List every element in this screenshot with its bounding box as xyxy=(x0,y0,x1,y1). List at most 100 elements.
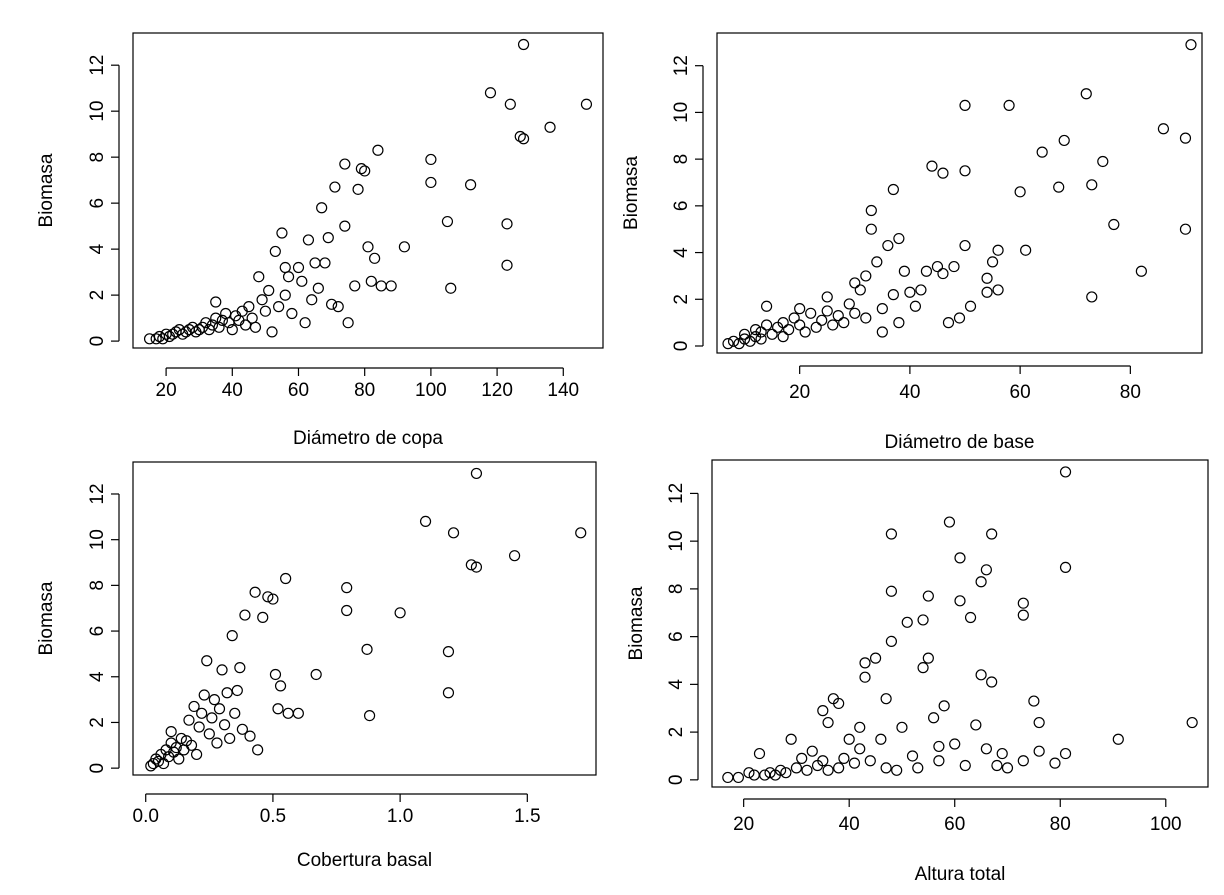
data-point xyxy=(252,744,264,756)
scatter-panel-2: 0 2 4 6 8 10 12 20 40 60 80 Diámetro de base Biomasa xyxy=(621,32,1203,453)
data-point xyxy=(206,712,218,724)
x-tick-label: 40 xyxy=(899,382,920,403)
data-point xyxy=(854,743,866,755)
data-point xyxy=(355,163,367,175)
data-point xyxy=(1033,716,1045,729)
data-point xyxy=(580,98,593,110)
data-point xyxy=(909,300,922,312)
data-point xyxy=(309,257,321,269)
y-tick-label: 4 xyxy=(87,243,108,254)
data-point xyxy=(896,721,908,733)
data-point xyxy=(885,585,898,597)
data-point xyxy=(190,748,203,761)
data-point xyxy=(794,319,806,331)
y-tick-label: 0 xyxy=(666,775,687,786)
data-point xyxy=(359,165,371,177)
data-point xyxy=(198,689,210,701)
data-point xyxy=(790,762,803,774)
data-point xyxy=(915,284,927,296)
data-point xyxy=(859,657,871,669)
data-point xyxy=(980,743,992,755)
data-point xyxy=(893,232,905,245)
data-point xyxy=(777,331,789,343)
data-point xyxy=(806,745,818,757)
data-point xyxy=(764,767,776,779)
data-point xyxy=(864,755,876,767)
data-point xyxy=(385,280,397,292)
x-tick-label: 1.0 xyxy=(387,806,413,827)
x-tick-label: 20 xyxy=(789,382,810,403)
data-point xyxy=(753,747,766,760)
data-point xyxy=(1020,244,1032,256)
data-point xyxy=(917,662,929,674)
data-point xyxy=(306,294,318,306)
data-point xyxy=(933,755,945,767)
data-point xyxy=(788,312,800,324)
data-point xyxy=(153,330,166,343)
data-point xyxy=(738,328,751,340)
data-point xyxy=(249,321,262,333)
data-point xyxy=(267,593,279,605)
y-tick-label: 10 xyxy=(87,529,108,550)
data-point xyxy=(843,298,855,310)
data-point xyxy=(484,87,497,99)
data-point xyxy=(882,239,894,252)
data-point xyxy=(860,270,872,282)
data-point xyxy=(981,272,993,284)
data-point xyxy=(1108,218,1120,231)
data-point xyxy=(465,179,477,191)
y-tick-label: 8 xyxy=(671,154,692,165)
data-point xyxy=(299,317,311,329)
plot-frame xyxy=(711,459,1209,788)
data-point xyxy=(986,256,999,268)
data-point xyxy=(1097,155,1109,168)
data-point xyxy=(145,760,157,772)
data-point xyxy=(992,244,1004,256)
data-point xyxy=(349,280,361,292)
y-tick-label: 10 xyxy=(671,102,692,123)
data-point xyxy=(279,289,291,301)
data-point xyxy=(838,752,850,764)
data-point xyxy=(193,721,205,733)
data-point xyxy=(755,326,767,338)
data-point xyxy=(419,515,432,528)
data-point xyxy=(848,757,861,769)
x-tick-label: 140 xyxy=(547,380,579,401)
data-point xyxy=(341,604,353,617)
data-point xyxy=(210,296,222,308)
data-point xyxy=(352,183,364,195)
data-point xyxy=(849,277,861,289)
data-point xyxy=(218,719,231,731)
data-point xyxy=(394,607,406,619)
data-point xyxy=(274,680,287,692)
data-point xyxy=(292,707,304,719)
data-point xyxy=(1017,597,1029,609)
data-point xyxy=(1185,39,1197,51)
data-point xyxy=(722,338,734,350)
data-point xyxy=(906,750,919,762)
data-point xyxy=(221,687,233,699)
data-point xyxy=(931,260,944,273)
data-point xyxy=(514,130,526,143)
data-point xyxy=(986,676,998,688)
data-point xyxy=(325,298,338,310)
data-point xyxy=(369,252,381,264)
data-point xyxy=(243,301,255,313)
data-point xyxy=(854,721,866,733)
data-point xyxy=(363,709,376,722)
data-point xyxy=(822,716,834,729)
x-tick-label: 40 xyxy=(839,814,860,835)
data-point xyxy=(398,241,411,253)
data-point xyxy=(871,256,883,268)
data-point xyxy=(917,614,929,626)
plot-frame xyxy=(716,32,1203,354)
data-point xyxy=(780,767,792,779)
data-point xyxy=(213,321,225,333)
data-point xyxy=(236,723,248,735)
data-point xyxy=(269,668,282,681)
data-point xyxy=(1059,747,1072,760)
y-axis-label: Biomasa xyxy=(626,586,647,660)
data-point xyxy=(922,590,934,602)
data-point xyxy=(282,707,294,719)
